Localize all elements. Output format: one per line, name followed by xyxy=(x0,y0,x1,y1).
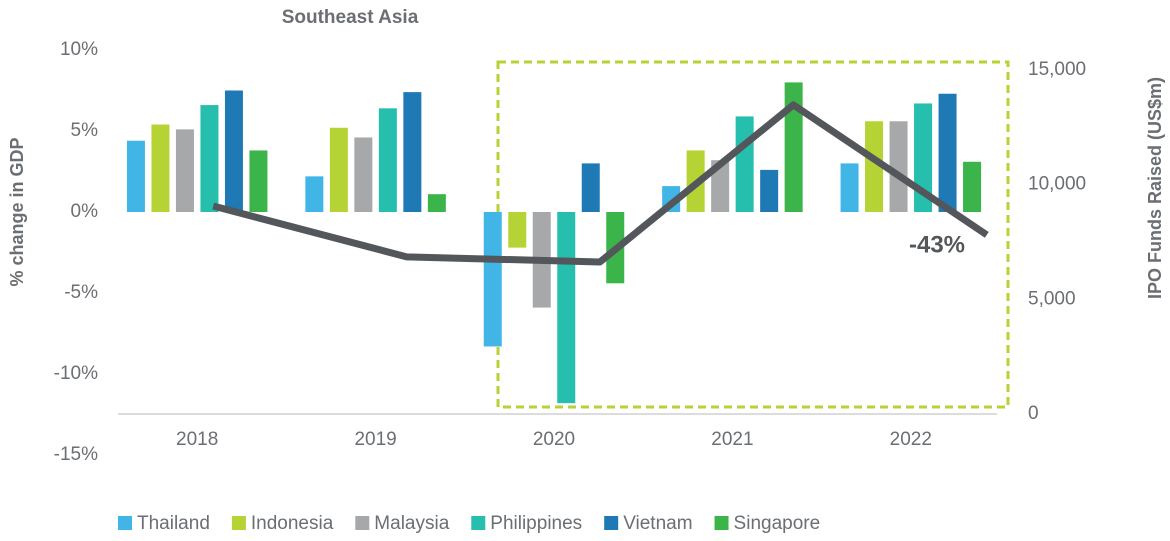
bar xyxy=(557,212,576,404)
legend-swatch xyxy=(604,516,619,530)
legend-swatch xyxy=(714,516,729,530)
annotation: -43% xyxy=(909,231,965,258)
y-tick-label: -15% xyxy=(54,444,98,465)
bar xyxy=(784,82,803,213)
bar xyxy=(200,105,219,212)
bar xyxy=(581,163,600,212)
bar xyxy=(427,194,446,212)
bar xyxy=(735,116,754,212)
x-tick-label: 2022 xyxy=(890,429,932,450)
bar xyxy=(224,90,243,212)
y2-tick-label: 10,000 xyxy=(1028,174,1086,195)
x-tick-label: 2021 xyxy=(711,429,753,450)
y2-axis-label: IPO Funds Raised (US$m) xyxy=(1145,77,1165,299)
bar xyxy=(711,160,730,212)
y2-tick-label: 0 xyxy=(1028,403,1039,424)
bar xyxy=(889,121,908,212)
bar xyxy=(508,212,527,248)
legend-label: Malaysia xyxy=(374,513,449,534)
x-tick-label: 2018 xyxy=(176,429,218,450)
y-tick-label: 10% xyxy=(60,39,98,60)
y-tick-label: -5% xyxy=(64,282,98,303)
legend-swatch xyxy=(118,516,132,530)
ipo-line xyxy=(212,101,989,266)
y2-tick-label: 5,000 xyxy=(1028,288,1076,309)
bar xyxy=(840,163,859,212)
legend-label: Indonesia xyxy=(251,513,334,534)
y2-tick-label: 15,000 xyxy=(1028,59,1086,80)
bar xyxy=(938,93,957,212)
legend-swatch xyxy=(355,516,370,530)
x-tick-label: 2020 xyxy=(533,429,575,450)
bar xyxy=(865,121,884,212)
y-tick-label: 5% xyxy=(71,120,99,141)
bar xyxy=(378,108,397,212)
legend-label: Thailand xyxy=(137,513,210,534)
y-tick-label: 0% xyxy=(71,201,99,222)
legend-label: Singapore xyxy=(734,513,821,534)
bar xyxy=(126,140,145,212)
bar xyxy=(305,176,324,212)
legend-swatch xyxy=(471,516,486,530)
y-axis-label: % change in GDP xyxy=(7,137,27,286)
bar xyxy=(760,169,779,212)
bar xyxy=(249,150,268,212)
legend-label: Vietnam xyxy=(623,513,692,534)
legend-label: Philippines xyxy=(490,513,582,534)
bar xyxy=(403,92,422,212)
y-tick-label: -10% xyxy=(54,363,98,384)
chart-title: Southeast Asia xyxy=(282,7,419,28)
bar xyxy=(329,127,348,212)
bar xyxy=(963,161,982,212)
bar xyxy=(483,212,502,347)
bar xyxy=(354,137,373,212)
x-tick-label: 2019 xyxy=(354,429,396,450)
bar xyxy=(175,129,194,212)
legend-swatch xyxy=(231,516,246,530)
bar xyxy=(151,124,170,212)
